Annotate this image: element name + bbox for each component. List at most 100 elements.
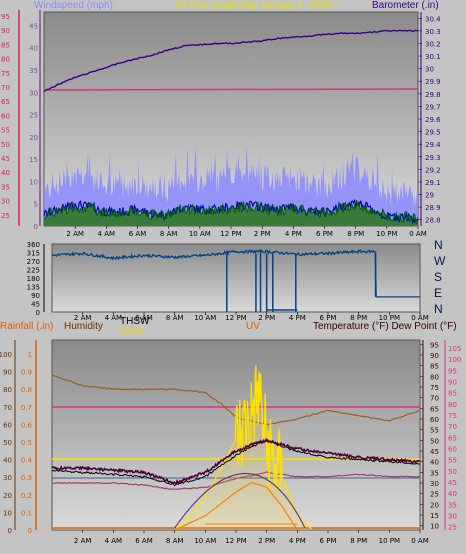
temperature-axis-label: 20 xyxy=(430,501,439,509)
left-axis-label: 30 xyxy=(1,198,10,206)
rainfall-axis-label: 0.4 xyxy=(21,457,33,465)
p3-xtick-label: 8 AM xyxy=(166,537,184,545)
barometer-label: Barometer (.in) xyxy=(372,0,439,11)
p2-xtick-label: 8 PM xyxy=(350,314,367,322)
dew-point-line xyxy=(52,471,421,491)
uv-line xyxy=(174,481,298,531)
dewpoint-axis-label: 75 xyxy=(448,412,457,420)
dewpoint-axis-label: 100 xyxy=(448,356,461,364)
dewpoint-axis-label: 60 xyxy=(448,445,457,453)
left-axis-label: 85 xyxy=(1,41,10,49)
p3-xtick-label: 8 PM xyxy=(350,537,367,545)
dewpoint-axis-label: 45 xyxy=(448,479,457,487)
left-axis-label: 70 xyxy=(1,84,10,92)
temperature-axis-label: 85 xyxy=(430,363,439,371)
temperature-axis-label: 40 xyxy=(430,459,439,467)
wind-direction-letter: S xyxy=(434,270,443,284)
temperature-axis-label: 75 xyxy=(430,384,439,392)
temperature-axis-label: 50 xyxy=(430,437,439,445)
rainfall-axis-label: 0 xyxy=(28,527,32,535)
left-axis-label: 95 xyxy=(1,13,10,21)
left-axis-label: 25 xyxy=(1,212,10,220)
p2-xtick-label: 6 PM xyxy=(320,314,337,322)
wind-direction-axis-label: 315 xyxy=(27,250,40,258)
left-axis-label: 60 xyxy=(1,112,10,120)
barometer-axis-label: 28.8 xyxy=(425,217,441,225)
left-axis-label: 35 xyxy=(1,183,10,191)
rainfall-axis-label: 0.3 xyxy=(21,474,32,482)
dewpoint-axis-label: 105 xyxy=(448,345,461,353)
p1-xtick-label: 6 AM xyxy=(129,230,147,238)
rainfall-axis-label: 0.9 xyxy=(21,369,32,377)
barometer-axis-label: 28.9 xyxy=(425,204,441,212)
rainfall-axis-label: 1 xyxy=(28,351,32,359)
temperature-axis-label: 45 xyxy=(430,448,439,456)
temperature-axis-label: 60 xyxy=(430,416,439,424)
windspeed-axis-label: 45 xyxy=(29,22,38,30)
p2-xtick-label: 0 AM xyxy=(411,314,429,322)
humidity-axis-label: 100 xyxy=(0,351,12,359)
windspeed-axis-label: 0 xyxy=(34,223,38,231)
temperature-axis-label: 55 xyxy=(430,427,439,435)
barometer-axis-label: 29.3 xyxy=(425,154,441,162)
windspeed-axis-label: 40 xyxy=(29,45,38,53)
p1-xtick-label: 6 PM xyxy=(316,230,333,238)
left-axis-label: 90 xyxy=(1,27,10,35)
humidity-axis-label: 20 xyxy=(3,492,12,500)
rainfall-axis-label: 0.7 xyxy=(21,404,32,412)
wind-direction-line xyxy=(51,248,420,298)
p3-xtick-label: 6 PM xyxy=(320,537,337,545)
solar-line xyxy=(174,364,313,531)
wind-direction-axis-label: 90 xyxy=(31,292,40,300)
dewpoint-axis-label: 50 xyxy=(448,468,457,476)
dewpoint-axis-label: 70 xyxy=(448,423,457,431)
p1-xtick-label: 0 AM xyxy=(409,230,427,238)
p2-xtick-label: 2 PM xyxy=(258,314,275,322)
wind-direction-letter: N xyxy=(434,302,443,316)
humidity-axis-label: 40 xyxy=(3,457,12,465)
humidity-axis-label: 30 xyxy=(3,474,12,482)
p3-xtick-label: 0 AM xyxy=(411,537,429,545)
p1-xtick-label: 4 PM xyxy=(285,230,302,238)
temperature-axis-label: 15 xyxy=(430,512,439,520)
temperature-axis-label: 30 xyxy=(430,480,439,488)
wind-direction-letter: W xyxy=(434,254,446,268)
dewpoint-axis-label: 85 xyxy=(448,390,457,398)
p2-xtick-label: 10 PM xyxy=(379,314,400,322)
p2-xtick-label: 2 AM xyxy=(74,314,92,322)
humidity-axis-label: 90 xyxy=(3,369,12,377)
humidity-axis-label: 0 xyxy=(8,527,12,535)
rainfall-axis-label: 0.6 xyxy=(21,421,33,429)
p1-xtick-label: 4 AM xyxy=(98,230,116,238)
graph-title: 24 hour graph day January 1, 2006 -- xyxy=(176,0,342,11)
humidity-axis-label: 60 xyxy=(3,421,12,429)
p2-xtick-label: 8 AM xyxy=(166,314,184,322)
barometer-axis-label: 30.1 xyxy=(425,53,441,61)
pink-reference-line xyxy=(43,88,419,91)
p3-xtick-label: 2 PM xyxy=(258,537,275,545)
wind-direction-letter: N xyxy=(434,238,443,252)
windspeed-green-area xyxy=(44,200,418,226)
temperature-axis-label: 80 xyxy=(430,373,439,381)
rainfall-axis-label: 0.8 xyxy=(21,386,32,394)
p3-xtick-label: 10 PM xyxy=(379,537,400,545)
uv-label: UV xyxy=(246,321,260,332)
barometer-line xyxy=(43,29,419,93)
dewpoint-axis-label: 25 xyxy=(448,524,457,532)
dewpoint-axis-label: 55 xyxy=(448,457,457,465)
windspeed-axis-label: 30 xyxy=(29,89,38,97)
rainfall-label: Rainfall (.in) xyxy=(0,321,54,332)
humidity-axis-label: 50 xyxy=(3,439,12,447)
left-axis-label: 65 xyxy=(1,98,10,106)
dewpoint-axis-label: 35 xyxy=(448,501,457,509)
p3-xtick-label: 4 AM xyxy=(105,537,123,545)
windspeed-axis-label: 25 xyxy=(29,112,38,120)
windspeed-axis-label: 10 xyxy=(29,178,38,186)
barometer-axis-label: 29.2 xyxy=(425,166,441,174)
barometer-axis-label: 30.2 xyxy=(425,40,441,48)
wind-direction-axis-label: 0 xyxy=(36,309,40,317)
windspeed-axis-label: 35 xyxy=(29,67,38,75)
windspeed-label: Windspeed (mph) xyxy=(34,0,113,11)
barometer-axis-label: 29 xyxy=(425,192,434,200)
